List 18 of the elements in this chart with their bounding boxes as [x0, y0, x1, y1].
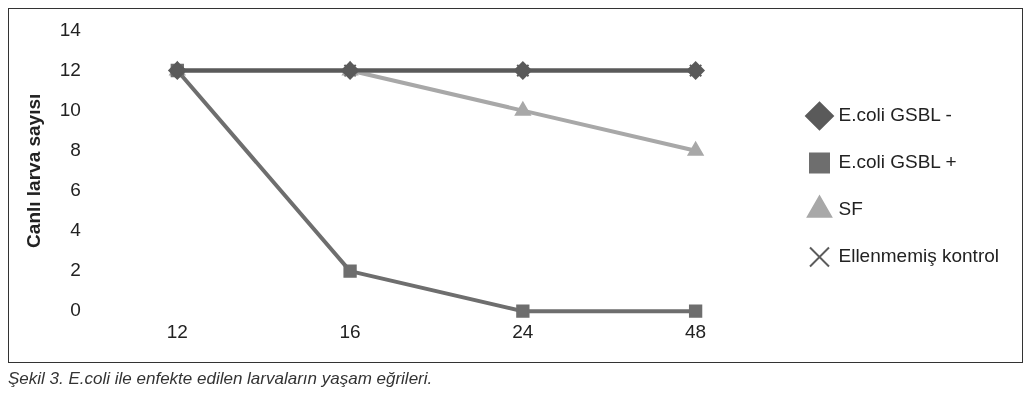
x-tick-label: 24: [512, 320, 534, 342]
y-tick-label: 4: [70, 219, 82, 241]
x-tick-label: 12: [166, 320, 188, 342]
legend-label: Ellenmemiş kontrol: [838, 245, 999, 267]
y-tick-label: 10: [59, 98, 81, 120]
y-tick-label: 2: [70, 259, 81, 281]
y-tick-label: 8: [70, 138, 81, 160]
legend-label: SF: [838, 198, 863, 220]
y-tick-label: 12: [59, 58, 81, 80]
legend-label: E.coli GSBL +: [838, 151, 957, 173]
y-tick-label: 14: [59, 18, 82, 40]
y-axis-title: Canlı larva sayısı: [22, 93, 44, 248]
x-tick-label: 16: [339, 320, 361, 342]
legend-label: E.coli GSBL -: [838, 104, 952, 126]
y-tick-label: 6: [70, 179, 81, 201]
x-tick-label: 48: [685, 320, 707, 342]
text: Şekil 3. E.coli ile enfekte edilen larvaların yaşam eğrileri.: [8, 369, 434, 389]
y-tick-label: 0: [70, 299, 81, 321]
